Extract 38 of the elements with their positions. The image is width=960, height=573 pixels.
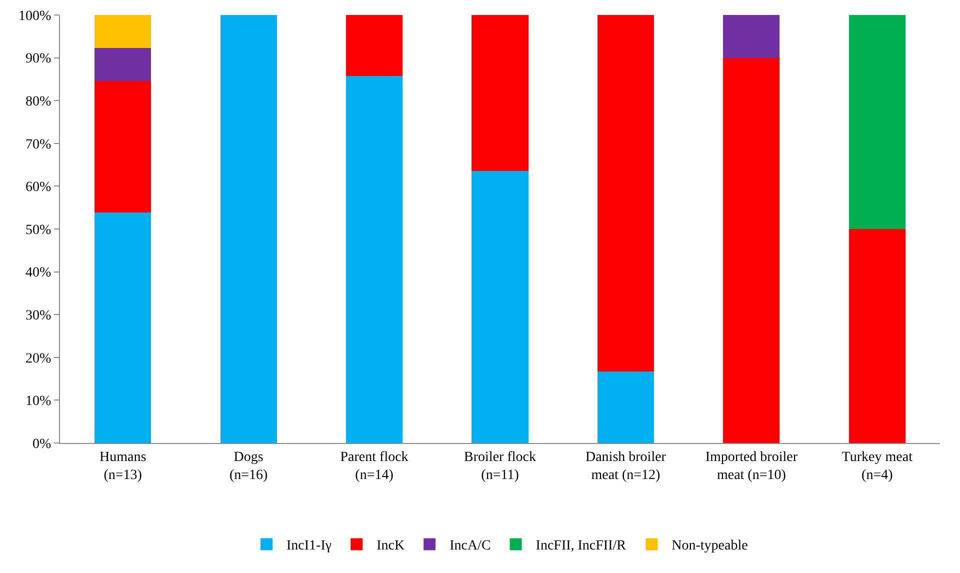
x-tick-label: Turkey meat (n=4)	[842, 450, 913, 483]
bar	[472, 15, 528, 171]
y-tick-label: 100%	[18, 8, 52, 24]
x-tick-label: Imported broiler meat (n=10)	[705, 450, 798, 483]
y-tick-label: 40%	[26, 266, 52, 281]
bar	[848, 15, 906, 229]
bar	[848, 229, 906, 443]
x-tick-label: Humans (n=13)	[100, 450, 146, 483]
legend-label: IncA/C	[450, 538, 491, 554]
y-tick-label: 20%	[26, 351, 52, 366]
bar	[94, 80, 152, 213]
y-tick-label: 30%	[26, 308, 52, 324]
x-tick-label: Danish broiler meat (n=12)	[585, 450, 666, 483]
bar	[94, 212, 152, 443]
bar	[94, 48, 152, 81]
bar	[94, 15, 152, 48]
legend-label: Non-typeable	[672, 538, 748, 554]
legend-label: IncK	[376, 538, 405, 554]
legend-label: IncFII, IncFII/R	[536, 538, 627, 554]
x-tick-label: Parent flock (n=14)	[340, 450, 408, 483]
y-tick-label: 70%	[26, 137, 52, 152]
y-tick-label: 10%	[26, 394, 52, 410]
bar	[472, 170, 528, 443]
legend-label: IncI1-Iγ	[286, 538, 332, 554]
y-tick-label: 60%	[26, 180, 52, 196]
y-tick-label: 50%	[26, 222, 52, 238]
bar	[220, 15, 277, 443]
bar	[346, 15, 403, 76]
x-tick-label: Broiler flock (n=11)	[464, 450, 536, 483]
bar	[723, 15, 780, 58]
y-tick-label: 80%	[26, 94, 52, 110]
y-tick-label: 0%	[32, 436, 52, 452]
y-tick-label: 90%	[26, 52, 52, 67]
bar	[597, 372, 654, 443]
bar	[723, 58, 780, 443]
x-tick-label: Dogs (n=16)	[229, 450, 268, 483]
bar	[346, 76, 403, 443]
bar	[597, 15, 654, 372]
